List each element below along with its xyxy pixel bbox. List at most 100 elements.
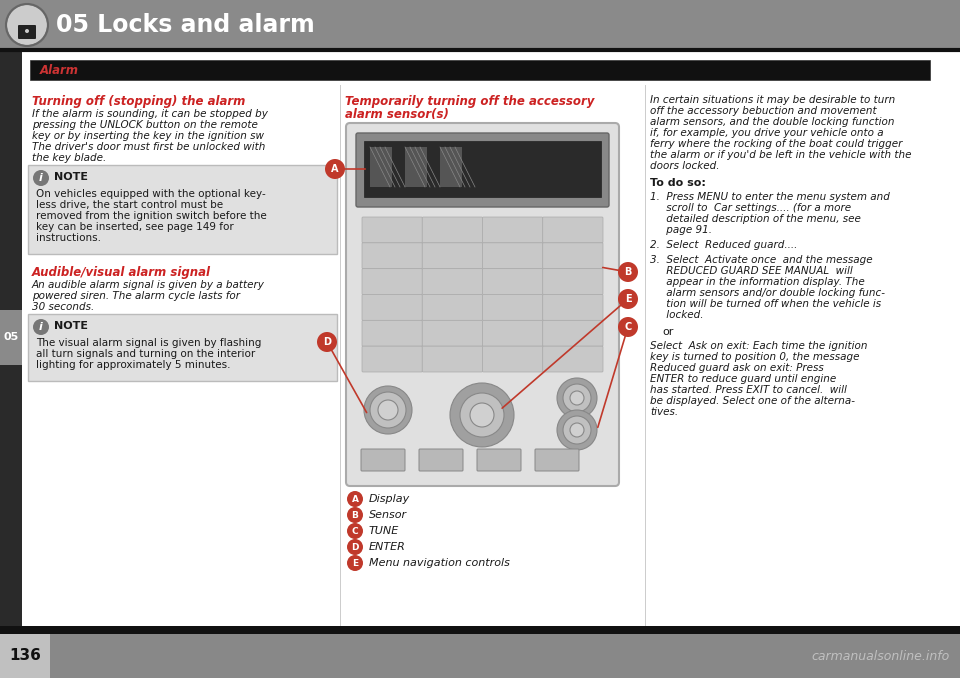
Text: ferry where the rocking of the boat could trigger: ferry where the rocking of the boat coul… <box>650 139 902 149</box>
FancyBboxPatch shape <box>362 346 422 372</box>
FancyBboxPatch shape <box>361 449 405 471</box>
FancyBboxPatch shape <box>542 294 603 320</box>
FancyBboxPatch shape <box>0 310 22 365</box>
FancyBboxPatch shape <box>542 217 603 243</box>
Text: If the alarm is sounding, it can be stopped by: If the alarm is sounding, it can be stop… <box>32 109 268 119</box>
FancyBboxPatch shape <box>483 294 542 320</box>
Text: instructions.: instructions. <box>36 233 101 243</box>
FancyBboxPatch shape <box>362 243 422 268</box>
FancyBboxPatch shape <box>362 320 422 346</box>
Text: 1.  Press MENU to enter the menu system and: 1. Press MENU to enter the menu system a… <box>650 192 890 202</box>
Text: In certain situations it may be desirable to turn: In certain situations it may be desirabl… <box>650 95 896 105</box>
Text: doors locked.: doors locked. <box>650 161 719 171</box>
FancyBboxPatch shape <box>422 320 483 346</box>
Circle shape <box>364 386 412 434</box>
Text: Audible/visual alarm signal: Audible/visual alarm signal <box>32 266 211 279</box>
Text: scroll to  Car settings.... (for a more: scroll to Car settings.... (for a more <box>650 203 852 213</box>
Text: 05: 05 <box>4 332 18 342</box>
Text: D: D <box>323 337 331 347</box>
Text: removed from the ignition switch before the: removed from the ignition switch before … <box>36 211 267 221</box>
Text: if, for example, you drive your vehicle onto a: if, for example, you drive your vehicle … <box>650 128 883 138</box>
Text: Display: Display <box>369 494 410 504</box>
Text: E: E <box>625 294 632 304</box>
FancyBboxPatch shape <box>477 449 521 471</box>
FancyBboxPatch shape <box>422 346 483 372</box>
Circle shape <box>557 410 597 450</box>
FancyBboxPatch shape <box>542 320 603 346</box>
FancyBboxPatch shape <box>18 25 36 39</box>
Circle shape <box>450 383 514 447</box>
Text: all turn signals and turning on the interior: all turn signals and turning on the inte… <box>36 349 255 359</box>
Circle shape <box>347 523 363 539</box>
Text: tives.: tives. <box>650 407 678 417</box>
Circle shape <box>347 491 363 507</box>
Text: detailed description of the menu, see: detailed description of the menu, see <box>650 214 861 224</box>
FancyBboxPatch shape <box>542 243 603 268</box>
Text: On vehicles equipped with the optional key-: On vehicles equipped with the optional k… <box>36 189 266 199</box>
FancyBboxPatch shape <box>483 346 542 372</box>
Text: TUNE: TUNE <box>369 526 399 536</box>
Text: i: i <box>39 322 43 332</box>
Text: less drive, the start control must be: less drive, the start control must be <box>36 200 223 210</box>
FancyBboxPatch shape <box>483 268 542 294</box>
FancyBboxPatch shape <box>0 626 960 634</box>
Text: D: D <box>351 542 359 551</box>
FancyBboxPatch shape <box>419 449 463 471</box>
FancyBboxPatch shape <box>362 217 422 243</box>
Text: tion will be turned off when the vehicle is: tion will be turned off when the vehicle… <box>650 299 881 309</box>
Circle shape <box>618 317 638 337</box>
FancyBboxPatch shape <box>422 268 483 294</box>
Text: appear in the information display. The: appear in the information display. The <box>650 277 865 287</box>
Circle shape <box>378 400 398 420</box>
Text: lighting for approximately 5 minutes.: lighting for approximately 5 minutes. <box>36 360 230 370</box>
Text: alarm sensor(s): alarm sensor(s) <box>345 108 449 121</box>
FancyBboxPatch shape <box>0 0 960 50</box>
Text: Menu navigation controls: Menu navigation controls <box>369 558 510 568</box>
FancyBboxPatch shape <box>440 147 462 187</box>
FancyBboxPatch shape <box>22 50 960 640</box>
Text: NOTE: NOTE <box>54 321 88 331</box>
Text: Reduced guard ask on exit: Press: Reduced guard ask on exit: Press <box>650 363 824 373</box>
Circle shape <box>470 403 494 427</box>
FancyBboxPatch shape <box>364 141 601 197</box>
Text: key or by inserting the key in the ignition sw: key or by inserting the key in the ignit… <box>32 131 264 141</box>
Text: the key blade.: the key blade. <box>32 153 107 163</box>
Text: A: A <box>331 164 339 174</box>
Text: alarm sensors and/or double locking func-: alarm sensors and/or double locking func… <box>650 288 885 298</box>
Circle shape <box>570 391 584 405</box>
Circle shape <box>6 4 48 46</box>
FancyBboxPatch shape <box>535 449 579 471</box>
Text: be displayed. Select one of the alterna-: be displayed. Select one of the alterna- <box>650 396 855 406</box>
FancyBboxPatch shape <box>362 294 422 320</box>
FancyBboxPatch shape <box>405 147 427 187</box>
Text: A: A <box>351 494 358 504</box>
FancyBboxPatch shape <box>542 268 603 294</box>
Text: C: C <box>351 527 358 536</box>
Circle shape <box>347 539 363 555</box>
Text: NOTE: NOTE <box>54 172 88 182</box>
Text: alarm sensors, and the double locking function: alarm sensors, and the double locking fu… <box>650 117 895 127</box>
Text: An audible alarm signal is given by a battery: An audible alarm signal is given by a ba… <box>32 280 265 290</box>
Text: REDUCED GUARD SEE MANUAL  will: REDUCED GUARD SEE MANUAL will <box>650 266 852 276</box>
Text: has started. Press EXIT to cancel.  will: has started. Press EXIT to cancel. will <box>650 385 847 395</box>
Circle shape <box>347 507 363 523</box>
FancyBboxPatch shape <box>422 217 483 243</box>
FancyBboxPatch shape <box>356 133 609 207</box>
FancyBboxPatch shape <box>542 346 603 372</box>
Text: powered siren. The alarm cycle lasts for: powered siren. The alarm cycle lasts for <box>32 291 240 301</box>
Circle shape <box>33 319 49 335</box>
Text: The visual alarm signal is given by flashing: The visual alarm signal is given by flas… <box>36 338 261 348</box>
Text: Sensor: Sensor <box>369 510 407 520</box>
Circle shape <box>563 416 591 444</box>
Text: carmanualsonline.info: carmanualsonline.info <box>812 650 950 662</box>
Text: key is turned to position 0, the message: key is turned to position 0, the message <box>650 352 859 362</box>
Circle shape <box>325 159 345 179</box>
Circle shape <box>563 384 591 412</box>
Text: To do so:: To do so: <box>650 178 706 188</box>
Text: B: B <box>351 511 358 519</box>
FancyBboxPatch shape <box>370 147 392 187</box>
Text: Select  Ask on exit: Each time the ignition: Select Ask on exit: Each time the igniti… <box>650 341 868 351</box>
Text: Turning off (stopping) the alarm: Turning off (stopping) the alarm <box>32 95 246 108</box>
Circle shape <box>25 29 29 33</box>
Text: ENTER to reduce guard until engine: ENTER to reduce guard until engine <box>650 374 836 384</box>
